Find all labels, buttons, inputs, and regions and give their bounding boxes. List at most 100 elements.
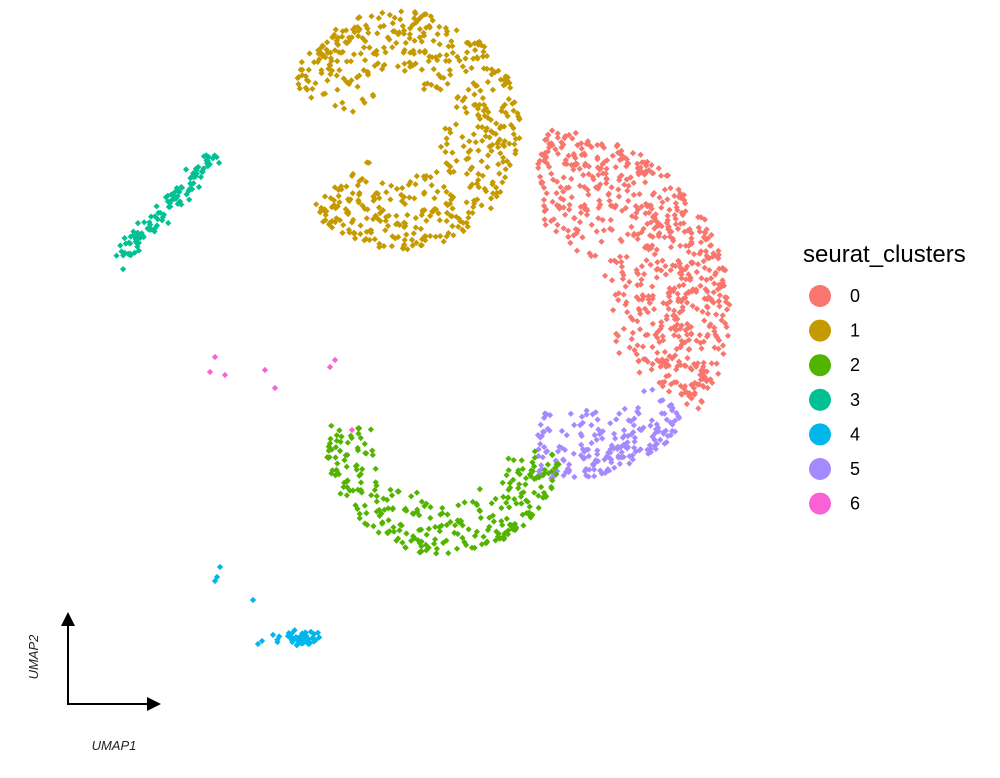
point-cluster-0 [682,276,690,283]
point-cluster-0 [677,242,684,249]
point-cluster-3 [209,155,217,162]
point-cluster-0 [696,331,703,339]
legend-item-0: 0 [809,285,860,307]
point-cluster-0 [677,382,684,390]
point-cluster-1 [401,60,408,67]
point-cluster-0 [638,263,646,270]
point-cluster-0 [724,332,732,339]
point-cluster-2 [356,472,363,479]
point-cluster-0 [667,184,674,192]
point-cluster-2 [431,536,439,543]
point-cluster-1 [431,195,438,202]
point-cluster-0 [634,317,641,325]
legend-key-2 [809,354,831,377]
point-cluster-2 [535,473,542,480]
point-cluster-2 [361,502,368,509]
legend-label-4: 4 [850,424,860,444]
point-cluster-5 [657,436,664,444]
point-cluster-2 [439,504,446,512]
point-cluster-1 [492,184,500,191]
point-cluster-1 [478,158,485,165]
point-cluster-2 [418,548,425,555]
point-cluster-1 [388,242,396,250]
point-cluster-2 [387,486,394,493]
point-cluster-0 [707,275,715,282]
point-cluster-1 [437,232,444,240]
legend-label-2: 2 [850,355,860,375]
point-cluster-6 [326,363,334,371]
point-cluster-5 [593,436,600,443]
point-cluster-0 [685,248,692,256]
point-cluster-2 [453,545,461,552]
point-cluster-0 [554,130,561,137]
point-cluster-3 [118,248,125,255]
point-cluster-5 [616,460,624,468]
point-cluster-2 [356,510,363,518]
point-cluster-1 [389,44,396,51]
point-cluster-1 [471,46,479,54]
point-cluster-0 [666,206,673,214]
point-cluster-0 [655,358,662,365]
point-cluster-1 [447,71,454,78]
point-cluster-3 [138,230,145,237]
point-cluster-2 [403,530,410,537]
point-cluster-0 [654,349,661,356]
point-cluster-2 [528,467,535,474]
point-cluster-0 [565,233,572,241]
point-cluster-0 [576,218,584,226]
point-cluster-5 [563,431,570,439]
point-cluster-1 [448,38,455,45]
point-cluster-0 [661,348,669,356]
point-cluster-0 [659,257,666,264]
point-cluster-2 [341,479,348,486]
point-cluster-0 [642,179,649,186]
point-cluster-0 [619,275,627,283]
point-cluster-0 [684,354,691,362]
point-cluster-2 [358,489,365,496]
point-cluster-5 [540,428,548,435]
point-cluster-0 [625,197,632,205]
point-cluster-1 [449,49,456,57]
point-cluster-0 [701,317,708,324]
point-cluster-1 [460,227,467,235]
point-cluster-0 [704,296,711,303]
point-cluster-1 [499,141,506,148]
point-cluster-0 [650,306,658,313]
point-cluster-3 [215,159,223,167]
point-cluster-2 [548,485,555,492]
point-cluster-2 [367,426,375,433]
point-cluster-5 [578,441,585,448]
point-cluster-0 [704,310,712,317]
point-cluster-2 [357,434,364,442]
point-cluster-3 [146,219,153,226]
point-cluster-0 [677,264,684,271]
point-cluster-1 [428,182,435,189]
point-cluster-2 [504,494,512,501]
point-cluster-1 [436,23,443,31]
point-cluster-1 [465,214,472,221]
point-cluster-3 [176,198,184,205]
point-cluster-0 [618,263,626,270]
point-cluster-2 [352,502,359,509]
legend-key-1 [809,319,831,342]
legend-key-5 [809,458,831,480]
point-cluster-1 [351,235,359,242]
point-cluster-2 [373,482,380,489]
point-cluster-2 [471,532,479,540]
point-cluster-0 [652,331,659,339]
point-cluster-2 [421,502,428,510]
point-cluster-1 [343,58,350,65]
point-cluster-0 [636,326,644,333]
point-cluster-1 [323,39,331,46]
point-cluster-1 [401,67,408,75]
point-cluster-1 [430,37,437,44]
point-cluster-2 [343,483,351,491]
point-cluster-6 [261,366,269,374]
point-cluster-0 [708,360,715,367]
point-cluster-0 [715,251,723,258]
point-cluster-2 [333,437,340,444]
point-cluster-1 [472,139,479,146]
point-cluster-0 [645,296,652,303]
point-cluster-2 [524,498,531,505]
point-cluster-1 [350,51,358,58]
